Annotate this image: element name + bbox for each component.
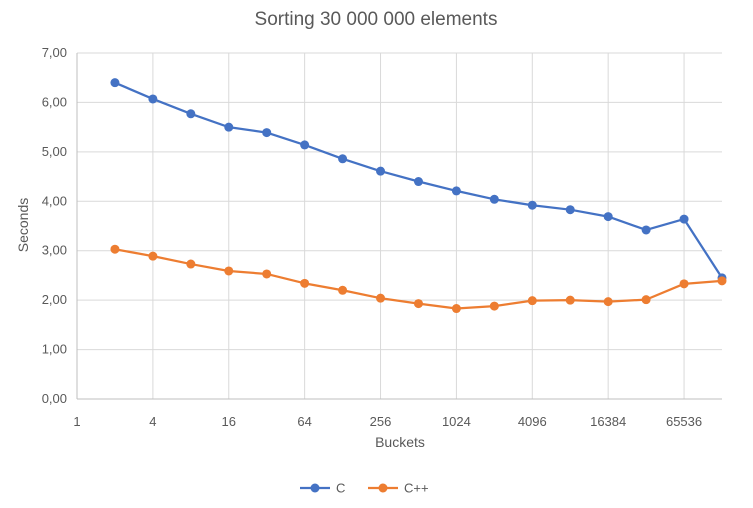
data-point xyxy=(376,166,386,176)
x-tick-label: 256 xyxy=(370,414,392,429)
legend-label: C xyxy=(336,481,345,496)
x-tick-label: 65536 xyxy=(666,414,702,429)
x-tick-label: 1 xyxy=(73,414,80,429)
data-point xyxy=(565,295,575,305)
data-point xyxy=(641,295,651,305)
x-tick-label: 16384 xyxy=(590,414,626,429)
legend-marker xyxy=(310,483,320,493)
x-tick-label: 1024 xyxy=(442,414,471,429)
legend-label: C++ xyxy=(404,481,429,496)
data-point xyxy=(603,297,613,307)
y-tick-label: 1,00 xyxy=(42,342,67,357)
data-point xyxy=(527,296,537,306)
data-point xyxy=(224,266,234,276)
y-tick-label: 6,00 xyxy=(42,94,67,109)
data-point xyxy=(300,278,310,288)
y-tick-label: 4,00 xyxy=(42,193,67,208)
x-tick-label: 16 xyxy=(222,414,236,429)
x-axis-label: Buckets xyxy=(375,434,425,450)
data-point xyxy=(338,154,348,164)
data-point xyxy=(603,212,613,222)
x-tick-label: 4096 xyxy=(518,414,547,429)
data-point xyxy=(110,78,120,88)
data-point xyxy=(262,128,272,138)
data-point xyxy=(527,200,537,210)
y-axis-label: Seconds xyxy=(15,198,31,252)
data-point xyxy=(717,276,727,286)
y-tick-label: 5,00 xyxy=(42,144,67,159)
series-layer xyxy=(110,78,727,314)
data-point xyxy=(148,251,158,261)
legend-item-2: C++ xyxy=(368,481,429,496)
legend-item-1: C xyxy=(300,481,345,496)
y-tick-label: 2,00 xyxy=(42,292,67,307)
data-point xyxy=(679,214,689,224)
data-point xyxy=(413,299,423,309)
data-point xyxy=(451,186,461,196)
data-point xyxy=(376,293,386,303)
x-tick-label: 64 xyxy=(297,414,311,429)
y-tick-label: 7,00 xyxy=(42,45,67,60)
grid-lines xyxy=(76,52,722,400)
data-point xyxy=(451,304,461,314)
data-point xyxy=(338,285,348,295)
data-point xyxy=(110,244,120,254)
data-point xyxy=(565,205,575,215)
chart-title: Sorting 30 000 000 elements xyxy=(255,9,498,30)
y-tick-label: 0,00 xyxy=(42,391,67,406)
y-tick-label: 3,00 xyxy=(42,243,67,258)
data-point xyxy=(148,94,158,104)
tick-labels: 0,00 1,00 2,00 3,00 4,00 5,00 6,00 7,00 1 4 16 64 25… xyxy=(42,45,702,429)
legend-marker xyxy=(378,483,388,493)
data-point xyxy=(679,279,689,289)
data-point xyxy=(489,194,499,204)
x-tick-label: 4 xyxy=(149,414,156,429)
data-point xyxy=(489,301,499,311)
data-point xyxy=(186,259,196,269)
data-point xyxy=(413,177,423,187)
data-point xyxy=(186,109,196,119)
data-point xyxy=(641,225,651,235)
data-point xyxy=(300,140,310,150)
data-point xyxy=(262,269,272,279)
legend: C C++ xyxy=(300,481,429,496)
axes xyxy=(76,53,722,400)
data-point xyxy=(224,122,234,132)
